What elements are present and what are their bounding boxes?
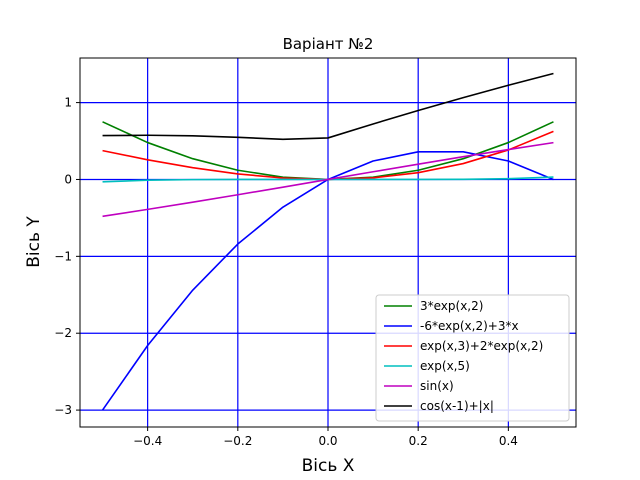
legend-label: exp(x,3)+2*exp(x,2) [420, 339, 543, 353]
x-tick-label: −0.2 [223, 434, 252, 448]
y-tick-label: 0 [64, 172, 72, 186]
ticks: −0.4 −0.2 0.0 0.2 0.4 −3 −2 −1 0 1 [54, 96, 518, 448]
y-tick-label: −2 [54, 326, 72, 340]
chart-title: Варіант №2 [283, 35, 374, 53]
legend-label: exp(x,5) [420, 359, 470, 373]
legend-label: 3*exp(x,2) [420, 299, 483, 313]
series-line [102, 72, 554, 141]
x-tick-label: 0.4 [499, 434, 518, 448]
x-tick-label: 0.2 [409, 434, 428, 448]
series-line [102, 141, 554, 218]
legend-box [375, 294, 570, 422]
x-axis-label: Вісь X [302, 456, 355, 476]
y-tick-label: −3 [54, 403, 72, 417]
legend-label: cos(x-1)+|x| [420, 399, 494, 413]
y-tick-label: 1 [64, 96, 72, 110]
series-layer [101, 72, 554, 411]
y-tick-label: −1 [54, 249, 72, 263]
x-tick-label: 0.0 [318, 434, 337, 448]
legend: 3*exp(x,2) -6*exp(x,2)+3*x exp(x,3)+2*exp(… [375, 294, 570, 422]
y-axis-label: Вісь Y [24, 216, 44, 268]
legend-label: -6*exp(x,2)+3*x [420, 319, 519, 333]
x-tick-label: −0.4 [133, 434, 162, 448]
legend-label: sin(x) [420, 379, 454, 393]
